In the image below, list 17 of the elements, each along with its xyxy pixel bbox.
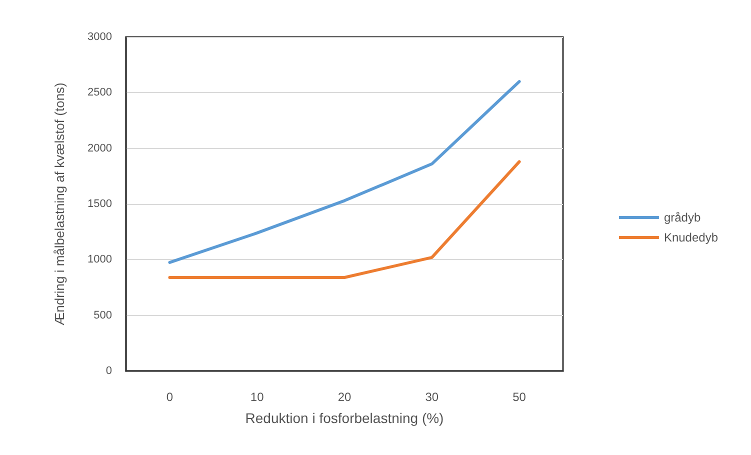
x-tick-label: 30 bbox=[425, 390, 439, 404]
y-tick-label: 1500 bbox=[88, 198, 112, 210]
x-axis-title: Reduktion i fosforbelastning (%) bbox=[245, 410, 444, 426]
line-series bbox=[168, 80, 521, 264]
x-tick-label: 50 bbox=[512, 390, 526, 404]
y-tick-label: 1000 bbox=[88, 254, 112, 266]
legend-label: Knudedyb bbox=[664, 230, 718, 244]
y-tick-label: 500 bbox=[94, 309, 112, 322]
x-tick-label: 20 bbox=[338, 390, 352, 404]
x-tick-label: 0 bbox=[166, 390, 174, 404]
legend-label: grådyb bbox=[664, 210, 701, 224]
y-tick-label: 2500 bbox=[88, 86, 112, 99]
y-tick-label: 2000 bbox=[88, 142, 112, 154]
x-tick-label: 10 bbox=[250, 390, 264, 404]
y-tick-label: 0 bbox=[106, 365, 112, 377]
y-tick-label: 3000 bbox=[88, 31, 112, 43]
y-axis-title: Ændring i målbelastning af kvælstof (tons) bbox=[52, 82, 67, 326]
